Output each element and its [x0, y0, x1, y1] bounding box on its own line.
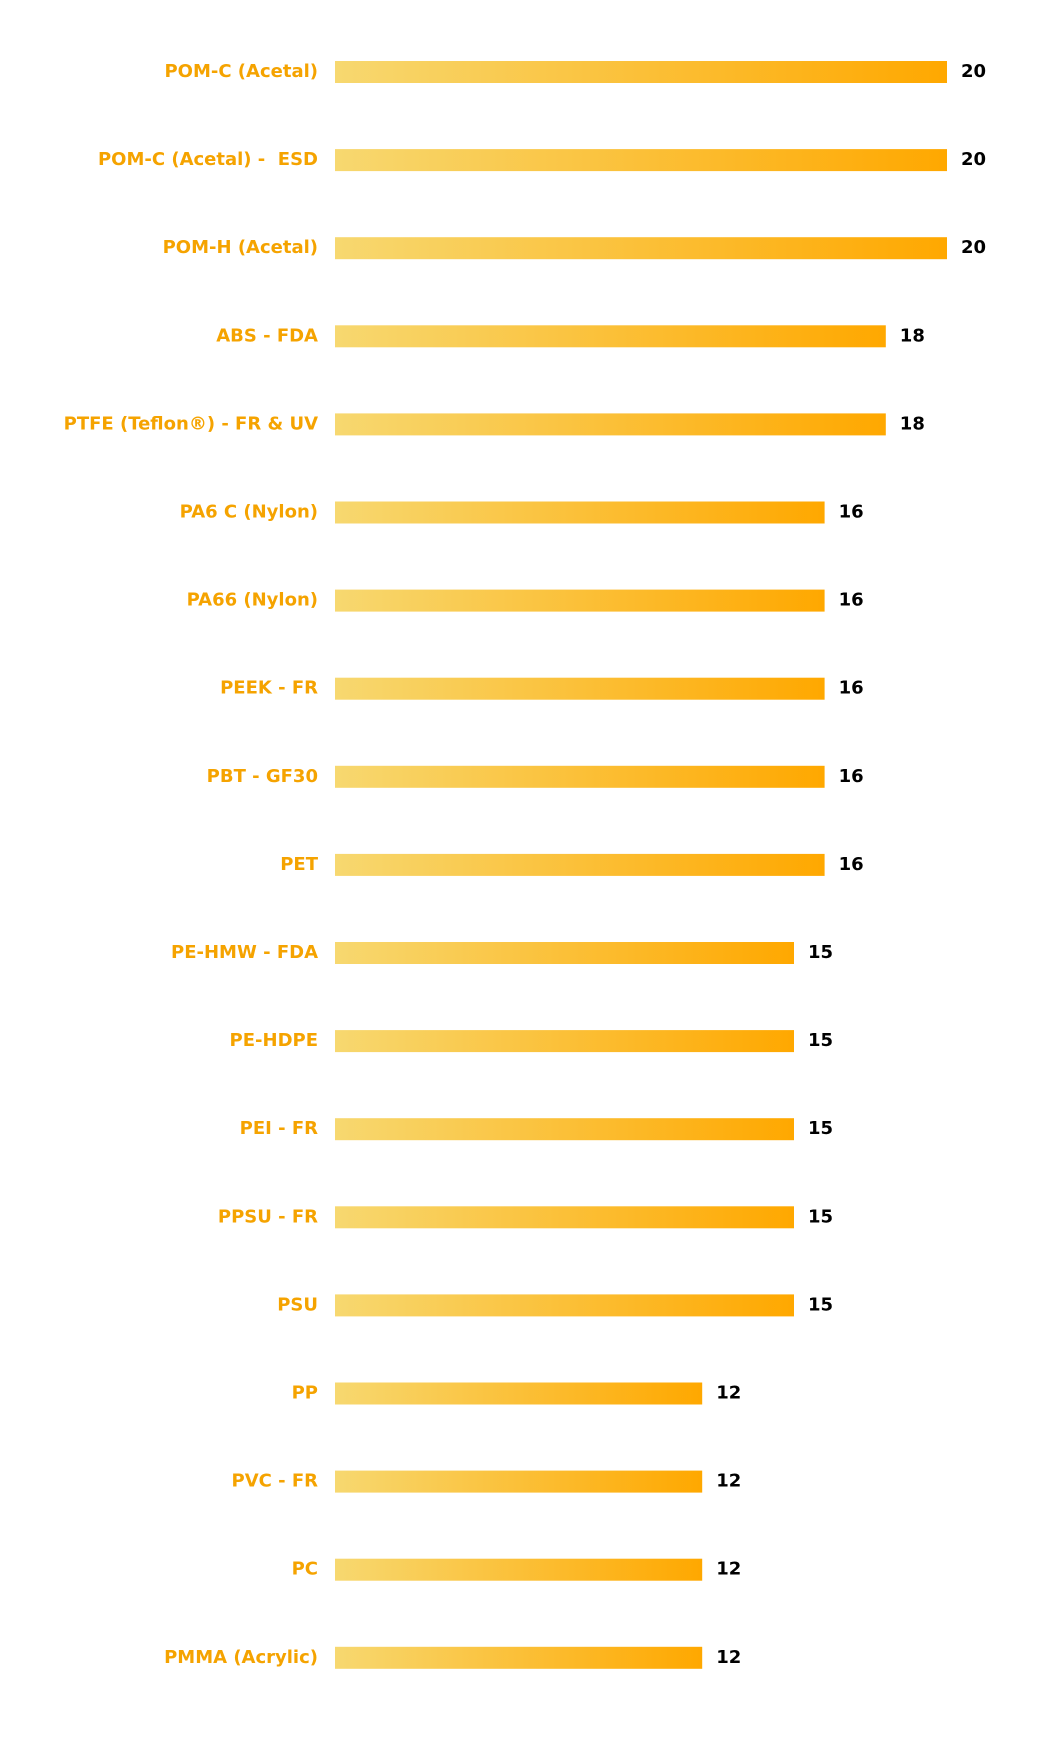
value-label: 20 — [961, 149, 986, 170]
value-label: 16 — [839, 590, 864, 611]
bar — [335, 1646, 703, 1669]
category-label: POM-C (Acetal) — [164, 61, 318, 82]
category-label: PVC - FR — [232, 1471, 319, 1492]
value-label: 16 — [839, 854, 864, 875]
bar — [335, 1030, 794, 1053]
bar — [335, 325, 886, 348]
value-label: 12 — [716, 1383, 741, 1404]
category-label: PEI - FR — [240, 1118, 318, 1139]
category-label: PEEK - FR — [220, 678, 318, 699]
category-label: PET — [280, 854, 318, 875]
bar — [335, 677, 825, 700]
bar — [335, 589, 825, 612]
value-label: 12 — [716, 1471, 741, 1492]
value-label: 12 — [716, 1647, 741, 1668]
bar — [335, 1558, 703, 1581]
bar — [335, 1382, 703, 1405]
value-label: 16 — [839, 678, 864, 699]
category-label: POM-C (Acetal) - ESD — [98, 149, 318, 170]
value-label: 18 — [900, 325, 925, 346]
bar — [335, 853, 825, 876]
bar — [335, 413, 886, 436]
bar — [335, 501, 825, 524]
category-label: PPSU - FR — [218, 1206, 318, 1227]
value-label: 15 — [808, 1294, 833, 1315]
value-label: 15 — [808, 1206, 833, 1227]
value-label: 15 — [808, 1118, 833, 1139]
category-label: PA66 (Nylon) — [187, 590, 318, 611]
category-label: PC — [292, 1559, 318, 1580]
bar — [335, 1206, 794, 1229]
category-label: ABS - FDA — [216, 325, 318, 346]
bar — [335, 1118, 794, 1141]
category-label: PE-HDPE — [230, 1030, 318, 1051]
category-label: POM-H (Acetal) — [163, 237, 318, 258]
category-label: PE-HMW - FDA — [171, 942, 318, 963]
bar — [335, 1294, 794, 1317]
value-label: 20 — [961, 61, 986, 82]
value-label: 18 — [900, 413, 925, 434]
value-label: 20 — [961, 237, 986, 258]
category-label: PMMA (Acrylic) — [164, 1647, 318, 1668]
bar — [335, 237, 947, 260]
bar — [335, 1470, 703, 1493]
bar — [335, 61, 947, 83]
value-label: 12 — [716, 1559, 741, 1580]
category-label: PBT - GF30 — [207, 766, 318, 787]
value-label: 15 — [808, 942, 833, 963]
value-label: 16 — [839, 766, 864, 787]
category-label: PA6 C (Nylon) — [180, 502, 318, 523]
category-label: PP — [292, 1383, 318, 1404]
value-label: 16 — [839, 502, 864, 523]
bar — [335, 149, 947, 172]
bar — [335, 765, 825, 788]
category-label: PTFE (Teflon®) - FR & UV — [64, 413, 318, 434]
category-label: PSU — [277, 1294, 318, 1315]
bar — [335, 942, 794, 964]
value-label: 15 — [808, 1030, 833, 1051]
